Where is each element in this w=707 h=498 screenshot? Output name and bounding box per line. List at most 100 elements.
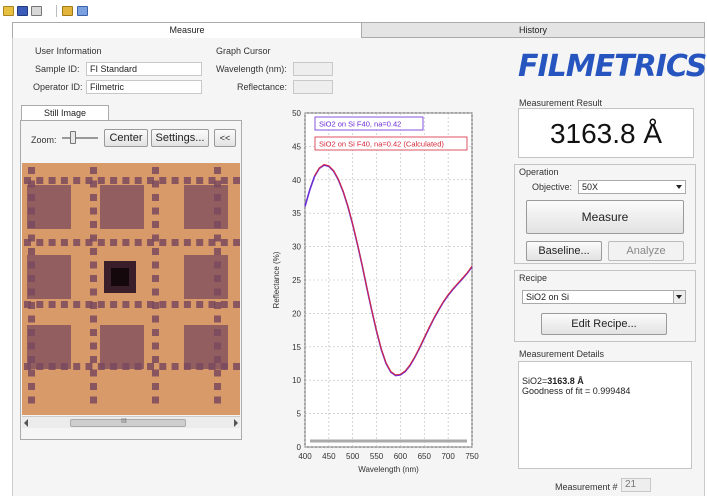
specimen-pad [152, 383, 159, 390]
specimen-block [100, 185, 144, 229]
zoom-label: Zoom: [31, 135, 57, 145]
specimen-pad [152, 167, 159, 174]
scroll-left-arrow[interactable] [24, 419, 28, 427]
specimen-pad [97, 239, 105, 246]
x-tick-label: 450 [322, 452, 336, 461]
recipe-value: SiO2 on Si [526, 292, 570, 302]
zoom-slider[interactable] [62, 130, 98, 146]
specimen-pad [90, 302, 97, 309]
help-icon[interactable] [77, 6, 88, 16]
wavelength-label: Wavelength (nm): [216, 64, 287, 74]
specimen-pad [152, 342, 159, 350]
specimen-block [27, 255, 71, 299]
specimen-pad [152, 356, 159, 363]
center-button[interactable]: Center [104, 129, 148, 147]
specimen-pad [196, 177, 204, 184]
objective-label: Objective: [532, 182, 573, 192]
specimen-pad [152, 234, 159, 242]
specimen-center-core [111, 268, 129, 286]
y-tick-label: 50 [292, 109, 301, 118]
specimen-pad [24, 301, 31, 308]
y-tick-label: 35 [292, 209, 301, 218]
specimen-pad [147, 363, 154, 370]
specimen-pad [85, 177, 93, 184]
specimen-pad [152, 315, 159, 323]
main-tabs: Measure History [0, 22, 707, 60]
specimen-pad [122, 177, 130, 184]
specimen-pad [152, 275, 159, 282]
specimen-pad [208, 239, 216, 246]
zoom-slider-thumb[interactable] [70, 131, 76, 144]
open-icon[interactable] [3, 6, 14, 16]
specimen-pad [48, 301, 56, 308]
specimen-pad [152, 302, 159, 309]
specimen-pad [152, 194, 159, 201]
measure-button[interactable]: Measure [526, 200, 684, 234]
specimen-pad [183, 301, 191, 308]
settings-button[interactable]: Settings... [151, 129, 209, 147]
specimen-pad [147, 177, 154, 184]
specimen-pad [152, 207, 159, 215]
specimen-pad [97, 301, 105, 308]
graph-cursor-title: Graph Cursor [216, 46, 271, 56]
specimen-pad [48, 239, 56, 246]
analyze-button: Analyze [608, 241, 684, 261]
tab-measure[interactable]: Measure [12, 22, 362, 38]
specimen-pad [134, 239, 142, 246]
specimen-pad [73, 177, 81, 184]
details-fit-line: Goodness of fit = 0.999484 [522, 386, 631, 396]
specimen-pad [90, 369, 97, 377]
tab-history[interactable]: History [362, 22, 705, 38]
specimen-pad [73, 301, 81, 308]
y-axis-label: Reflectance (%) [272, 251, 281, 308]
wavelength-field [293, 62, 333, 76]
recipe-dropdown-button[interactable] [673, 291, 685, 303]
y-tick-label: 0 [297, 443, 302, 452]
specimen-pad [196, 301, 204, 308]
specimen-pad [85, 301, 93, 308]
sample-id-label: Sample ID: [35, 64, 80, 74]
user-info-title: User Information [35, 46, 102, 56]
specimen-pad [85, 363, 93, 370]
specimen-pad [90, 207, 97, 215]
sample-id-field[interactable]: FI Standard [86, 62, 202, 76]
edit-recipe-button[interactable]: Edit Recipe... [541, 313, 667, 335]
save-icon[interactable] [17, 6, 28, 16]
specimen-pad [152, 180, 159, 188]
reflectance-chart: 0 5 10 15 20 25 30 35 40 45 50 400 450 500 550 600 650 70… [265, 100, 487, 480]
specimen-pad [90, 315, 97, 323]
details-thickness-label: SiO2= [522, 376, 548, 386]
legend-label-1: SiO2 on Si F40, na=0.42 [319, 120, 401, 129]
specimen-pad [24, 177, 31, 184]
recipe-select[interactable]: SiO2 on Si [522, 290, 686, 304]
scrollbar-thumb[interactable]: III [70, 418, 186, 427]
specimen-pad [159, 239, 167, 246]
tab-still-image[interactable]: Still Image [21, 105, 109, 121]
x-tick-label: 550 [370, 452, 384, 461]
specimen-pad [28, 234, 35, 242]
specimen-pad [90, 329, 97, 336]
baseline-button[interactable]: Baseline... [526, 241, 602, 261]
specimen-pad [233, 363, 240, 370]
collapse-button[interactable]: << [214, 129, 236, 147]
operator-id-field[interactable]: Filmetric [86, 80, 202, 94]
specimen-block [27, 325, 71, 369]
specimen-pad [36, 301, 44, 308]
specimen-pad [28, 180, 35, 188]
specimen-pad [196, 239, 204, 246]
measurement-result-title: Measurement Result [519, 98, 603, 108]
image-scrollbar[interactable]: III [22, 416, 240, 428]
specimen-pad [214, 167, 221, 174]
objective-select[interactable]: 50X [578, 180, 686, 194]
measurement-details-title: Measurement Details [519, 349, 605, 359]
specimen-pad [134, 177, 142, 184]
specimen-pad [36, 239, 44, 246]
scroll-right-arrow[interactable] [234, 419, 238, 427]
specimen-pad [214, 248, 221, 255]
settings-icon[interactable] [62, 6, 73, 16]
specimen-pad [214, 234, 221, 242]
measurement-result-value: 3163.8 Å [518, 108, 694, 158]
specimen-pad [28, 248, 35, 255]
print-icon[interactable] [31, 6, 42, 16]
y-tick-label: 40 [292, 176, 301, 185]
